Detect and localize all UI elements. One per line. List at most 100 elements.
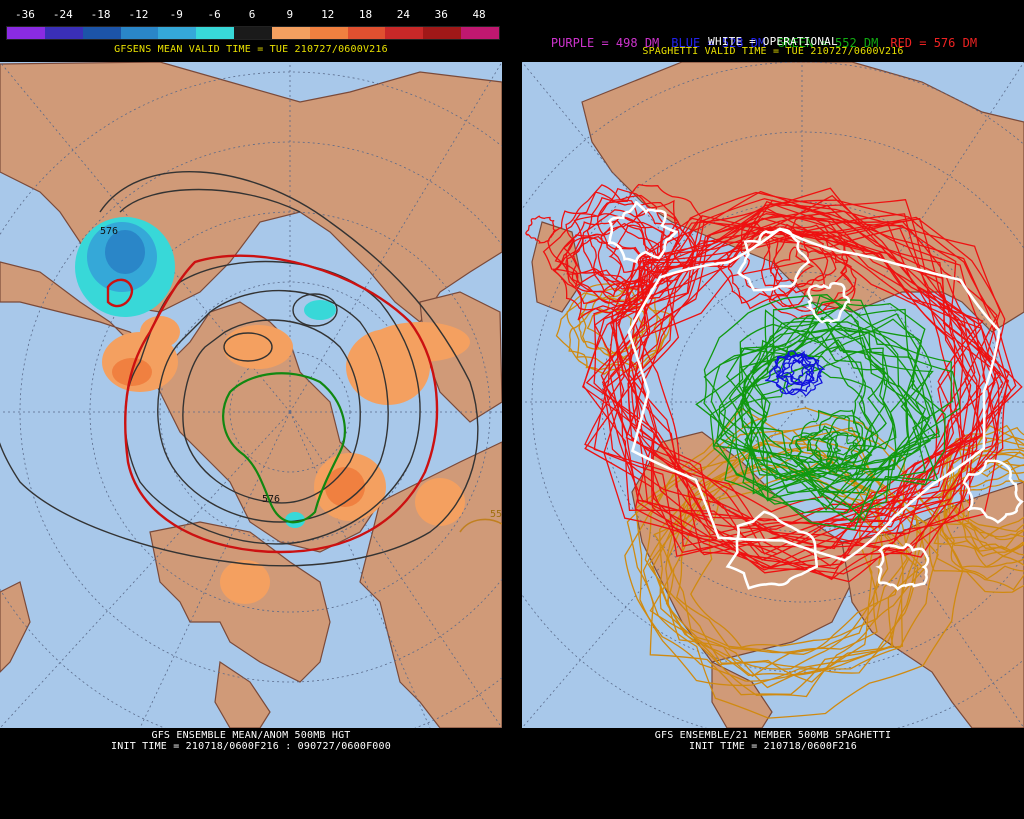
spaghetti-contour	[553, 236, 652, 314]
scale-label: -18	[90, 8, 111, 21]
spaghetti-contour	[584, 187, 1010, 581]
spaghetti-contour	[943, 480, 1024, 580]
scale-label: 6	[248, 8, 256, 21]
contour-label-a: 576	[100, 226, 118, 237]
right-panel: PURPLE = 498 DM BLUE = 528 DM GREEN = 552 …	[522, 0, 1024, 819]
spaghetti-contour	[632, 190, 986, 550]
spaghetti-red-contours	[525, 183, 1023, 583]
spaghetti-contour	[715, 323, 934, 495]
operational-contours	[607, 200, 1024, 591]
spaghetti-contour	[644, 438, 918, 683]
contour-label-c: 55	[490, 509, 502, 520]
spaghetti-contour	[525, 215, 558, 244]
spaghetti-contour	[813, 431, 859, 471]
scale-bar	[6, 26, 500, 40]
spaghetti-contour	[751, 316, 941, 498]
scale-labels: -36 -24 -18 -12 -9 -6 6 9 12 18 24 36 48	[6, 6, 498, 22]
scale-label: 36	[434, 8, 448, 21]
spaghetti-contour	[789, 428, 841, 474]
scale-swatch	[385, 27, 424, 39]
spaghetti-contour	[608, 224, 686, 289]
spaghetti-contour	[562, 222, 672, 306]
spaghetti-contour	[597, 208, 680, 285]
spaghetti-contour	[609, 213, 969, 542]
scale-label: 18	[358, 8, 373, 21]
right-valid-time: SPAGHETTI VALID TIME = TUE 210727/0600V2…	[642, 46, 904, 57]
spaghetti-contour	[624, 407, 916, 682]
spaghetti-contour	[737, 228, 811, 292]
anomaly-color-scale: -36 -24 -18 -12 -9 -6 6 9 12 18 24 36 48	[6, 6, 500, 40]
spaghetti-contour	[725, 510, 819, 590]
spaghetti-contour	[728, 317, 887, 481]
spaghetti-contour	[703, 318, 911, 511]
scale-swatch	[423, 27, 462, 39]
scale-swatch	[196, 27, 235, 39]
spaghetti-contour	[937, 462, 1024, 569]
spaghetti-contour	[795, 425, 839, 465]
spaghetti-contour	[602, 226, 982, 561]
spaghetti-contour	[582, 199, 694, 307]
scale-label: -12	[128, 8, 149, 21]
spaghetti-contour	[585, 216, 1006, 583]
ensemble-mean-map: 576 576 55	[0, 62, 502, 728]
spaghetti-contour	[625, 205, 984, 555]
552-contour	[222, 372, 346, 524]
spaghetti-contour	[725, 226, 825, 310]
aux-contour	[459, 518, 502, 533]
panel-divider	[502, 0, 522, 819]
ensemble-mean-map-svg: 576 576 55	[0, 62, 502, 728]
spaghetti-contour	[607, 200, 679, 264]
spaghetti-contour	[547, 191, 660, 293]
spaghetti-contour	[941, 449, 1024, 557]
left-footer-init: INIT TIME = 210718/0600F216 : 090727/060…	[111, 741, 391, 752]
spaghetti-contour	[946, 426, 1024, 532]
scale-swatch	[120, 27, 159, 39]
spaghetti-contour	[641, 217, 983, 567]
spaghetti-contour	[738, 223, 829, 301]
spaghetti-contour	[945, 424, 1024, 538]
legend-red: RED = 576 DM	[890, 36, 978, 50]
spaghetti-contour	[770, 231, 854, 312]
left-valid-time: GFSENS MEAN VALID TIME = TUE 210727/0600…	[114, 44, 388, 55]
spaghetti-contour	[962, 459, 1024, 524]
left-panel: -36 -24 -18 -12 -9 -6 6 9 12 18 24 36 48 GFSENS MEAN…	[0, 0, 502, 819]
spaghetti-blue-contours	[765, 350, 826, 397]
scale-swatch	[158, 27, 197, 39]
spaghetti-contour	[586, 196, 696, 293]
spaghetti-contour	[716, 222, 815, 304]
scale-label: 24	[396, 8, 410, 21]
scale-swatch	[7, 27, 45, 39]
contour-label-b: 576	[262, 494, 280, 505]
spaghetti-contour	[748, 347, 930, 491]
scale-swatch	[347, 27, 386, 39]
spaghetti-contour	[776, 350, 807, 382]
spaghetti-contour	[806, 414, 861, 468]
scale-label: -9	[169, 8, 183, 21]
spaghetti-contour	[820, 415, 875, 461]
land	[0, 62, 502, 728]
spaghetti-contour	[742, 294, 961, 522]
spaghetti-contour	[740, 329, 894, 475]
right-footer-init: INIT TIME = 210718/0600F216	[689, 741, 857, 752]
spaghetti-contour	[593, 194, 1012, 548]
legend-green: GREEN = 552 DM	[777, 36, 879, 50]
left-footer-title: GFS ENSEMBLE MEAN/ANOM 500MB HGT	[151, 730, 351, 741]
spaghetti-contour	[542, 212, 664, 298]
scale-swatch	[461, 27, 499, 39]
spaghetti-contour	[675, 464, 883, 654]
spaghetti-map-svg	[522, 62, 1024, 728]
spaghetti-contour	[703, 294, 909, 494]
spaghetti-contour	[665, 465, 889, 670]
spaghetti-contour	[642, 423, 964, 719]
spaghetti-contour	[582, 215, 1023, 558]
scale-label: 12	[321, 8, 335, 21]
spaghetti-contour	[572, 187, 679, 290]
scale-label: -36	[14, 8, 35, 21]
spaghetti-contour	[800, 409, 866, 469]
spaghetti-contour	[635, 407, 939, 687]
legend-blue: BLUE = 528 DM	[671, 36, 766, 50]
spaghetti-contour	[959, 448, 1024, 541]
spaghetti-legend: PURPLE = 498 DM BLUE = 528 DM GREEN = 552 …	[522, 24, 1024, 63]
height-contours	[0, 171, 479, 567]
spaghetti-map	[522, 62, 1024, 728]
